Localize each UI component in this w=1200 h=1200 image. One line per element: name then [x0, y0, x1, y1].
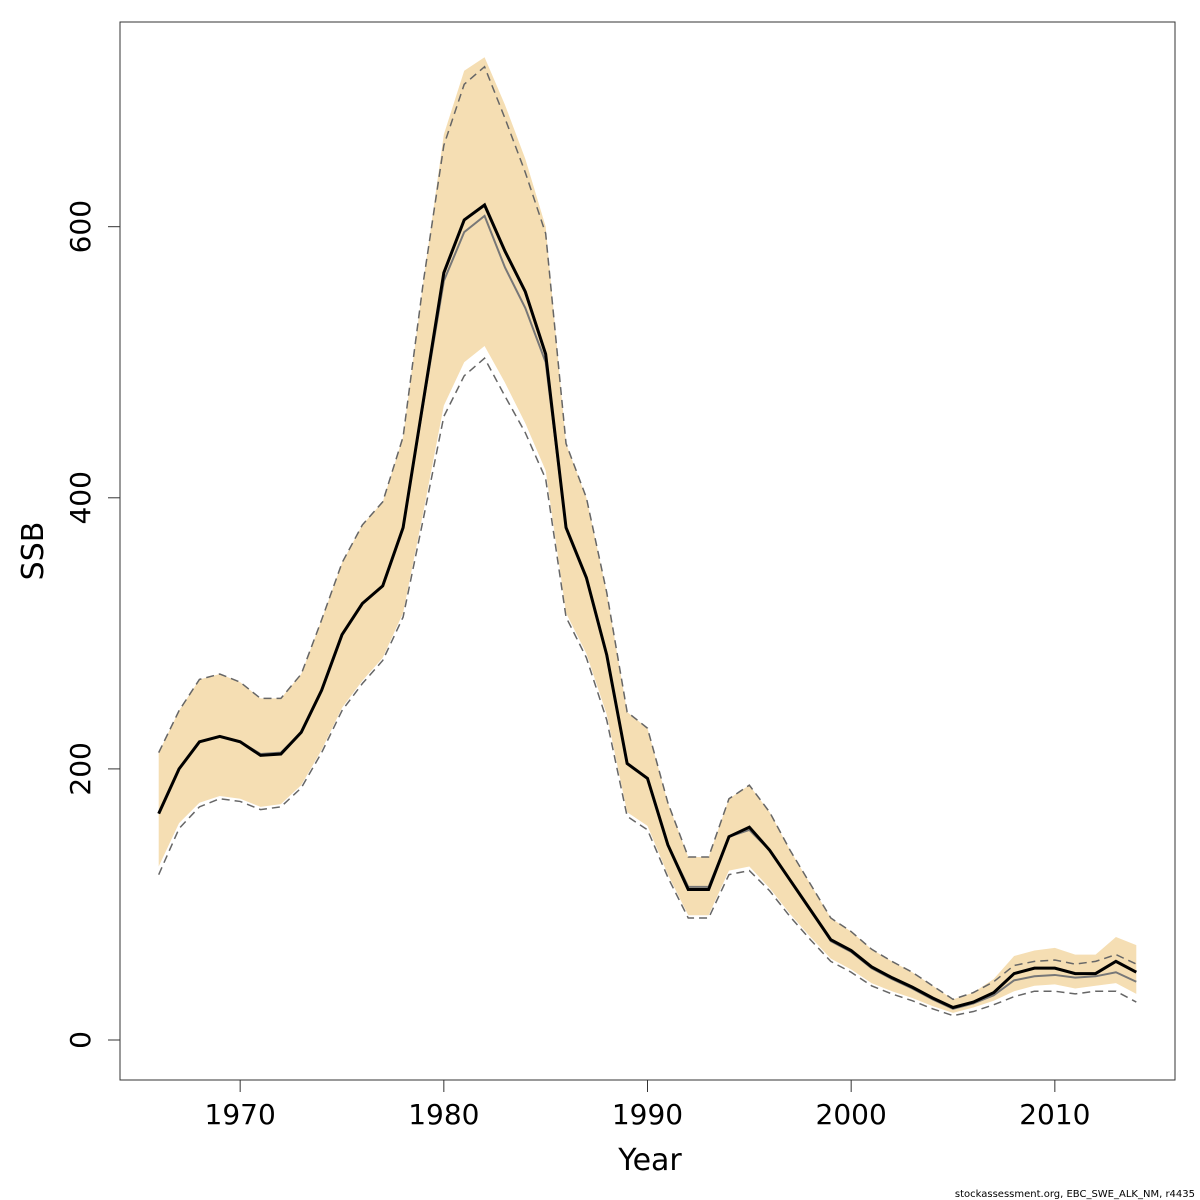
estimate-line	[157, 202, 1138, 1010]
footnote: stockassessment.org, EBC_SWE_ALK_NM, r44…	[955, 1189, 1195, 1200]
y-tick-label: 400	[64, 471, 97, 524]
estimate-line	[157, 214, 1137, 1010]
y-axis-label: SSB	[16, 522, 51, 581]
y-tick-label: 0	[64, 1031, 97, 1049]
y-tick-label: 200	[64, 742, 97, 795]
x-tick-label: 1990	[612, 1098, 683, 1131]
ci-line	[158, 65, 1137, 1001]
x-tick-label: 2000	[816, 1098, 887, 1131]
x-tick-label: 2010	[1019, 1098, 1090, 1131]
y-tick-label: 600	[64, 200, 97, 253]
x-tick-label: 1980	[408, 1098, 479, 1131]
plot-frame	[119, 21, 1176, 1081]
confidence-band	[158, 57, 1137, 1013]
x-tick-label: 1970	[205, 1098, 276, 1131]
x-axis-label: Year	[617, 1143, 682, 1178]
ci-line	[158, 356, 1137, 1017]
